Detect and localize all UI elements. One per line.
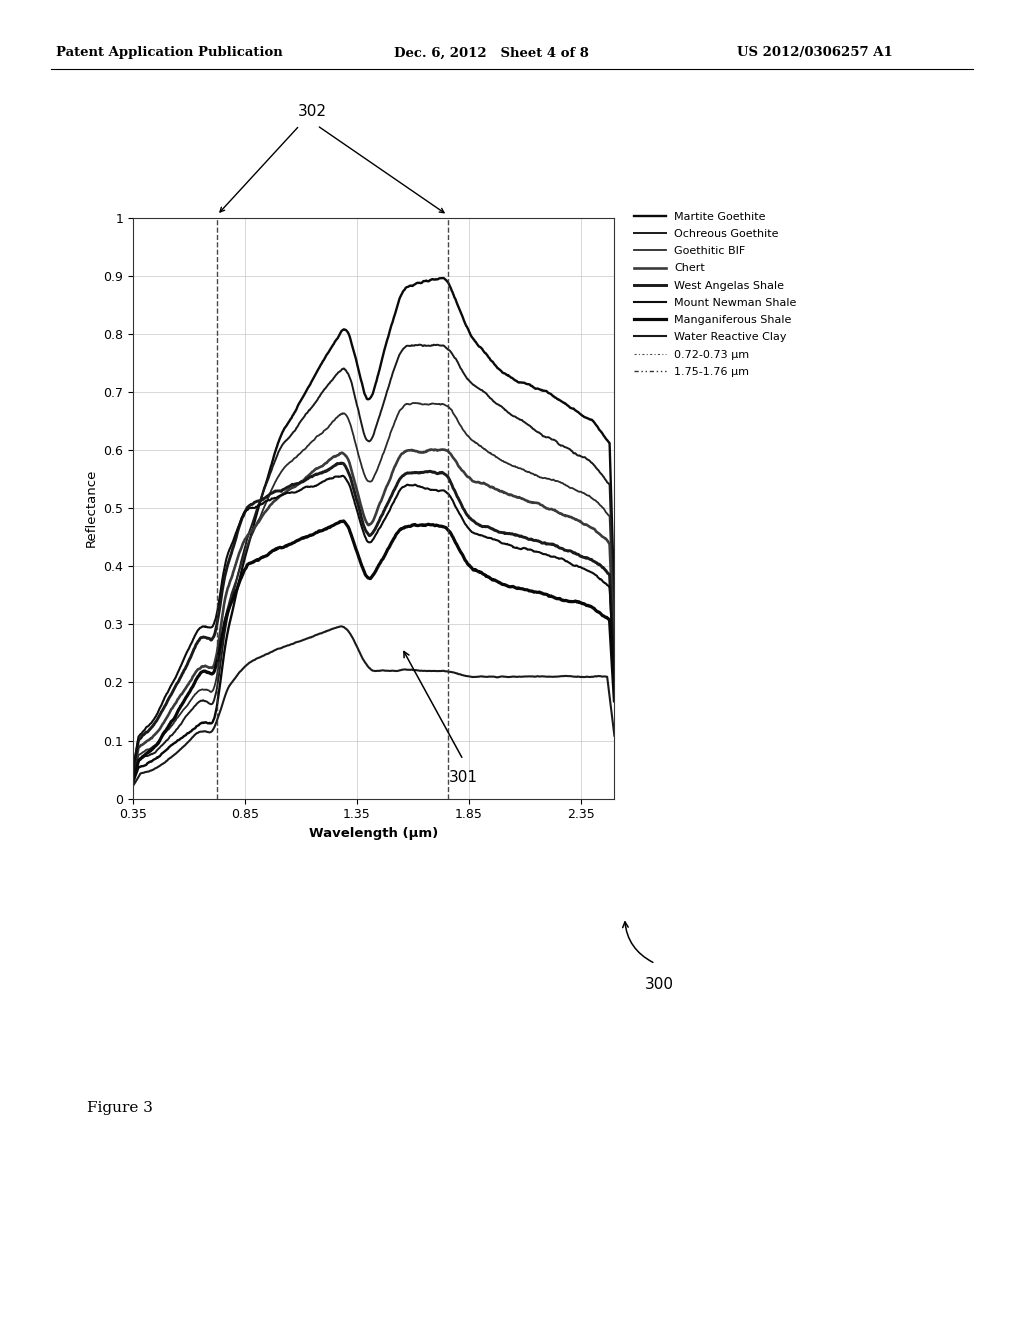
X-axis label: Wavelength (μm): Wavelength (μm) (309, 826, 438, 840)
Text: US 2012/0306257 A1: US 2012/0306257 A1 (737, 46, 893, 59)
Text: 302: 302 (297, 104, 327, 119)
Legend: Martite Goethite, Ochreous Goethite, Goethitic BIF, Chert, West Angelas Shale, M: Martite Goethite, Ochreous Goethite, Goe… (635, 211, 797, 376)
Text: Figure 3: Figure 3 (87, 1101, 153, 1115)
Y-axis label: Reflectance: Reflectance (85, 469, 98, 548)
Text: Dec. 6, 2012   Sheet 4 of 8: Dec. 6, 2012 Sheet 4 of 8 (394, 46, 589, 59)
Text: Patent Application Publication: Patent Application Publication (56, 46, 283, 59)
Text: 300: 300 (645, 977, 674, 991)
Text: 301: 301 (449, 771, 477, 785)
